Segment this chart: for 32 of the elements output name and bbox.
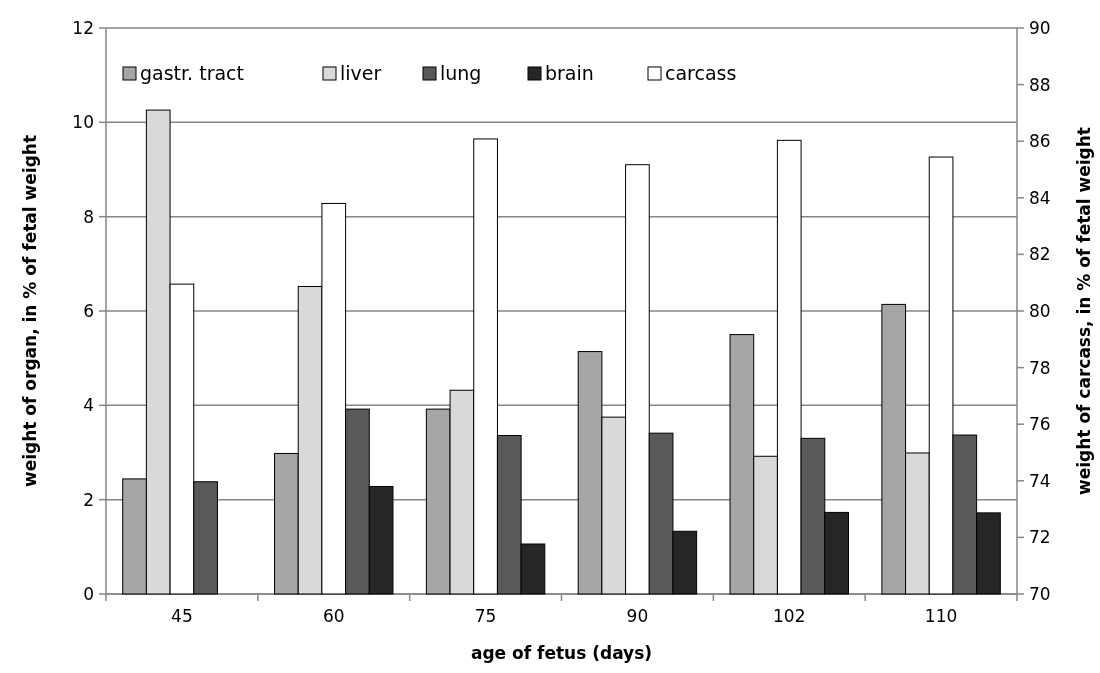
y-tick-label: 12 — [72, 17, 94, 38]
legend-label: lung — [440, 62, 482, 84]
y-tick-label: 4 — [83, 395, 94, 416]
legend-label: brain — [545, 62, 594, 84]
y2-tick-label: 72 — [1029, 527, 1051, 548]
x-axis-title: age of fetus (days) — [470, 643, 653, 663]
x-tick-label: 45 — [171, 606, 193, 626]
y-tick-label: 2 — [83, 489, 94, 510]
y2-tick-label: 74 — [1029, 470, 1051, 491]
y2-tick-label: 70 — [1029, 583, 1051, 604]
y-axis-title: weight of organ, in % of fetal weight — [20, 134, 40, 488]
y2-axis-title: weight of carcass, in % of fetal weight — [1074, 127, 1094, 495]
y2-tick-label: 88 — [1029, 74, 1051, 95]
legend-label: liver — [340, 62, 382, 84]
x-tick-label: 102 — [773, 606, 806, 626]
x-tick-label: 75 — [474, 606, 497, 626]
x-tick-label: 90 — [626, 606, 649, 626]
y2-tick-label: 86 — [1029, 131, 1051, 152]
y2-tick-label: 80 — [1029, 300, 1051, 321]
y-tick-label: 0 — [83, 583, 94, 604]
y2-tick-label: 84 — [1029, 187, 1051, 208]
y2-tick-label: 90 — [1029, 17, 1051, 38]
y2-tick-label: 82 — [1029, 244, 1051, 265]
y2-tick-label: 76 — [1029, 414, 1051, 435]
legend-label: gastr. tract — [140, 62, 244, 84]
legend-label: carcass — [665, 62, 737, 84]
y-tick-label: 6 — [83, 300, 94, 321]
x-tick-label: 110 — [924, 606, 958, 626]
x-tick-label: 60 — [322, 606, 345, 626]
y-tick-label: 8 — [83, 206, 94, 227]
y2-tick-label: 78 — [1029, 357, 1051, 378]
y-tick-label: 10 — [72, 112, 94, 133]
